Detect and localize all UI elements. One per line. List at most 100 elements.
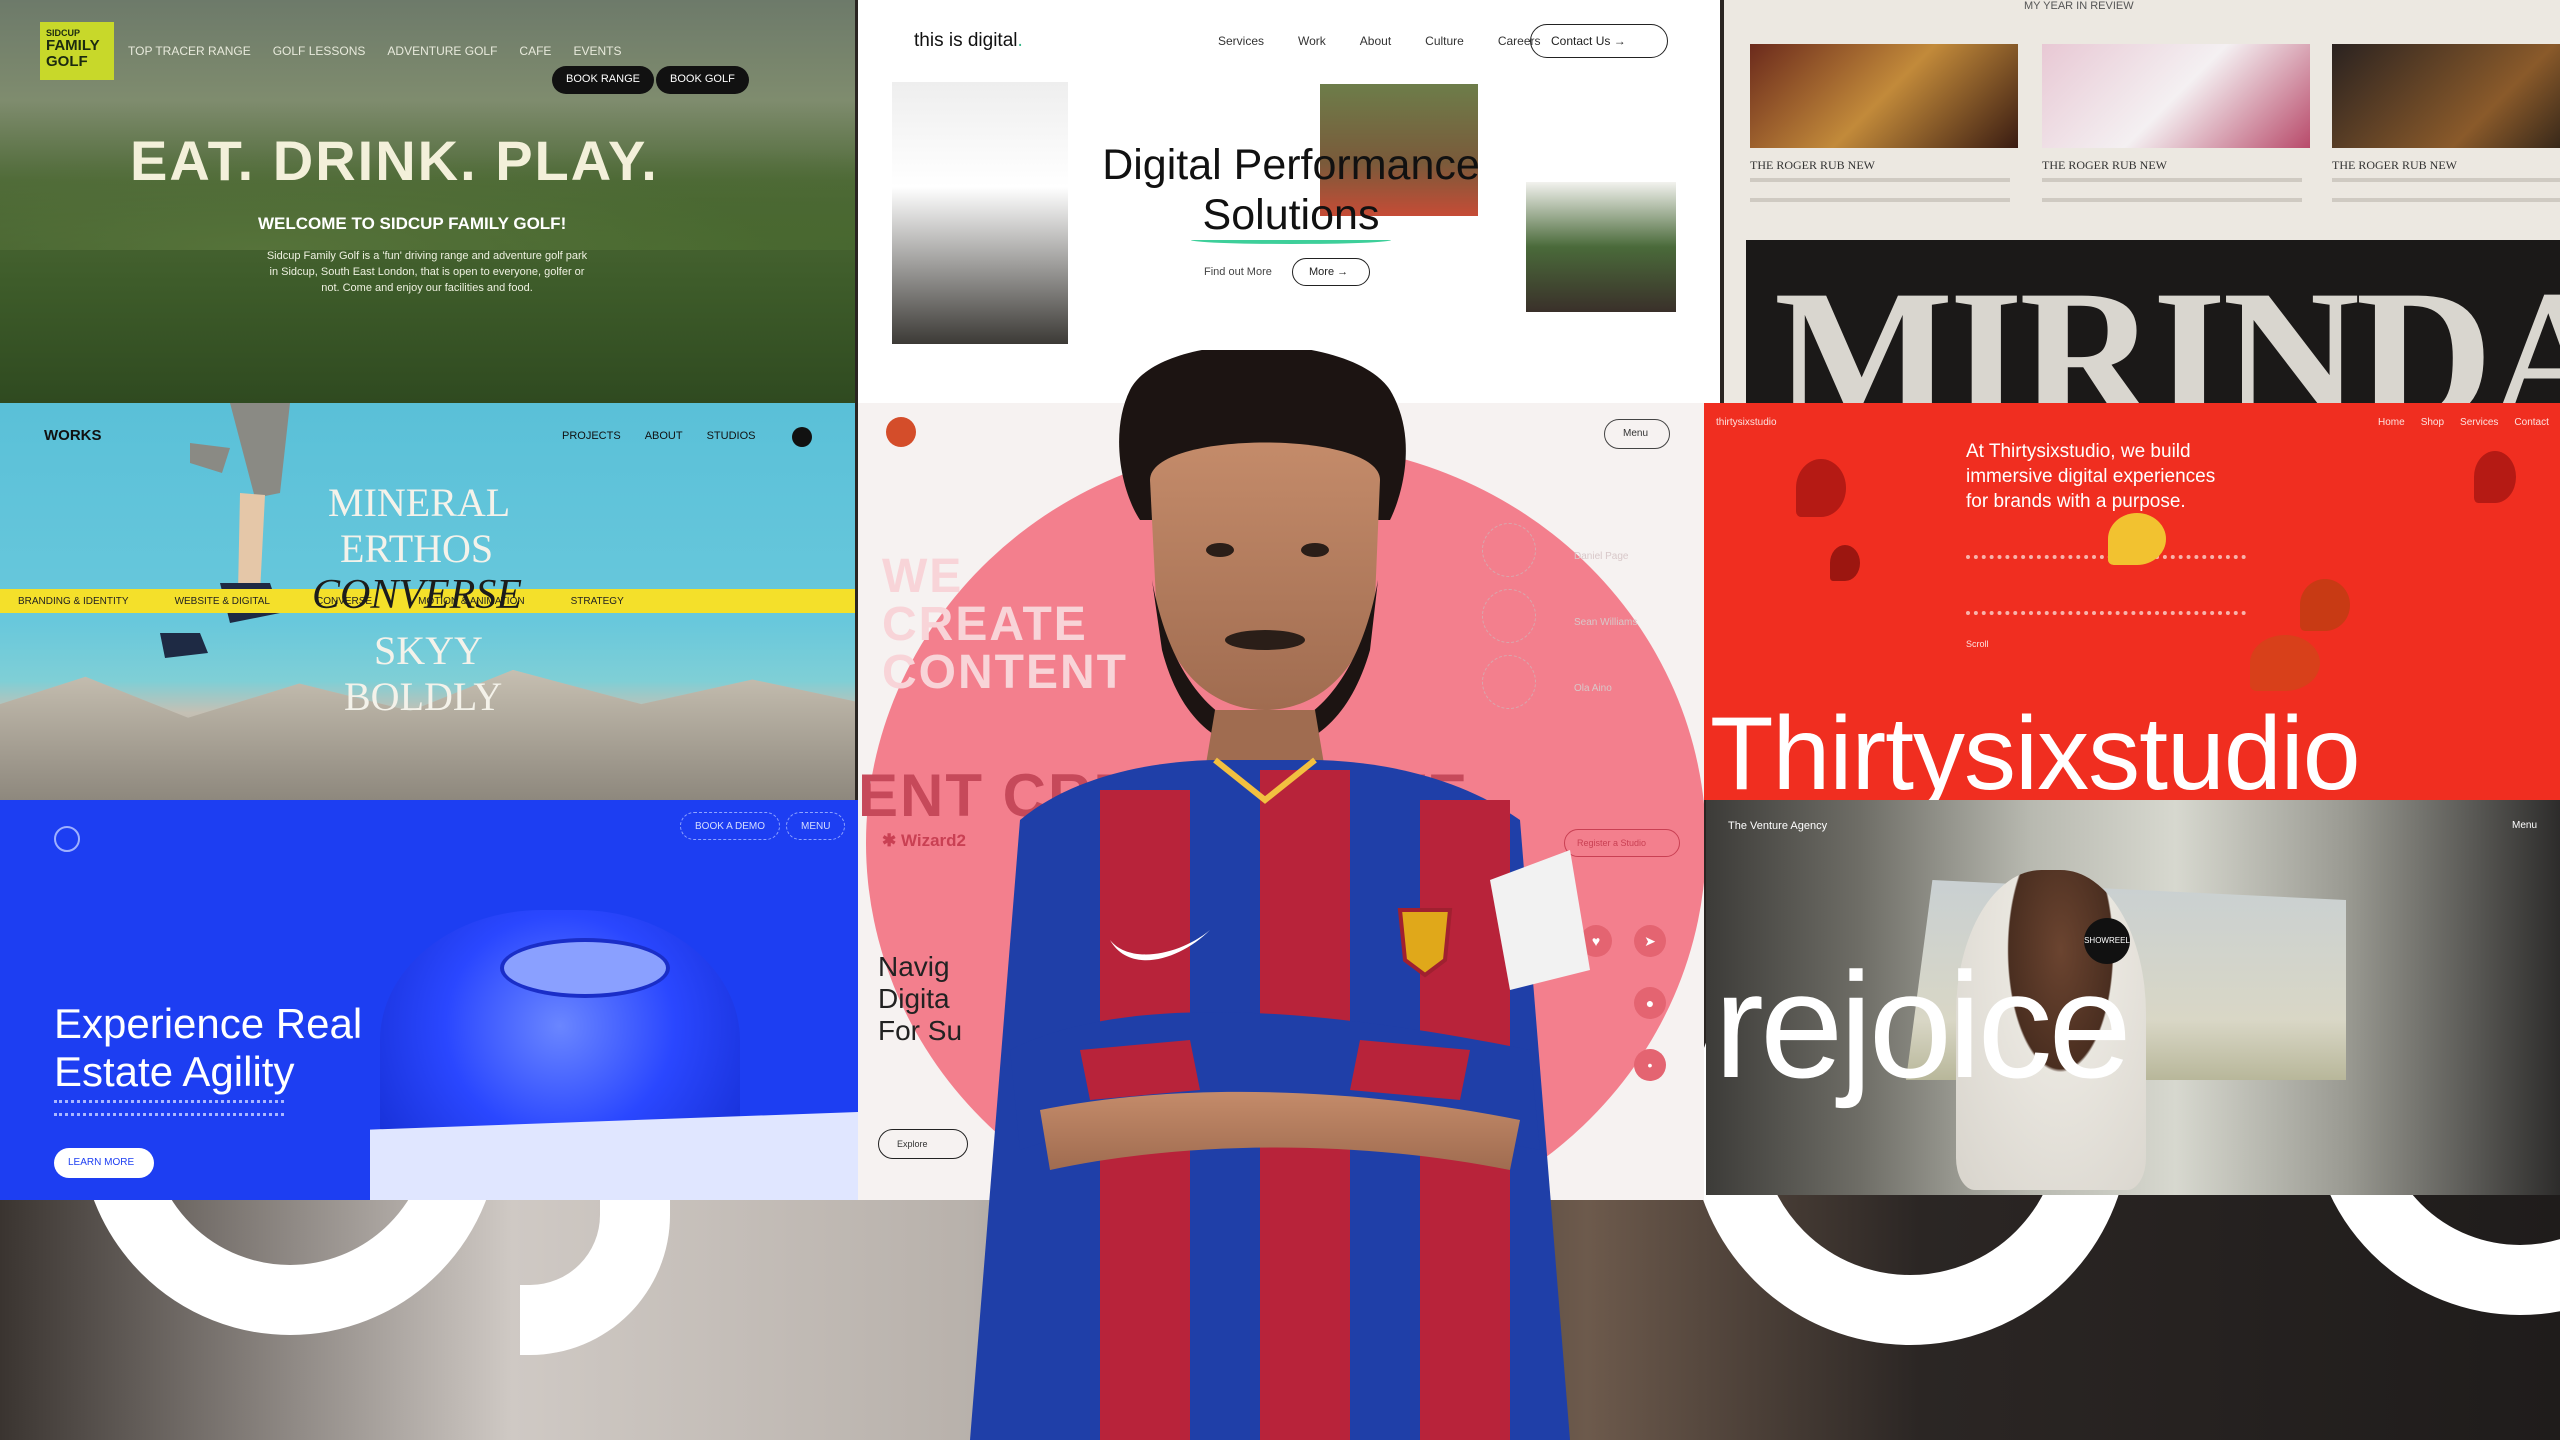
mirinda-site-screenshot: MY YEAR IN REVIEW THE ROGER RUB NEW THE …: [1724, 0, 2560, 403]
agency-label[interactable]: The Venture Agency: [1728, 820, 1828, 832]
logo-text: this is digital: [914, 30, 1018, 51]
headline-line: Experience Real: [54, 1000, 363, 1047]
brand-logo-icon[interactable]: [54, 826, 80, 852]
article-title[interactable]: THE ROGER RUB NEW: [2332, 158, 2457, 172]
nav-item[interactable]: GOLF LESSONS: [272, 44, 366, 58]
nav-item[interactable]: TOP TRACER RANGE: [128, 44, 251, 58]
large-letter-hook: [520, 1195, 670, 1355]
digital-logo[interactable]: this is digital.: [914, 30, 1023, 52]
article-image[interactable]: [2332, 44, 2560, 148]
article-text: [2042, 178, 2302, 202]
golf-subheadline: WELCOME TO SIDCUP FAMILY GOLF!: [258, 214, 567, 233]
thirtysix-lead: At Thirtysixstudio, we build immersive d…: [1966, 441, 2216, 512]
real-estate-site-screenshot: BOOK A DEMO MENU Experience Real Estate …: [0, 800, 858, 1200]
digital-nav: Services Work About Culture Careers: [1218, 34, 1541, 48]
article-image[interactable]: [1750, 44, 2018, 148]
nav-item[interactable]: Home: [2378, 417, 2405, 428]
pepper-decoration: [2300, 579, 2350, 631]
nav-item[interactable]: ABOUT: [644, 430, 683, 442]
nav-item[interactable]: ADVENTURE GOLF: [387, 44, 498, 58]
learn-more-button[interactable]: LEARN MORE: [54, 1148, 154, 1178]
client-name-featured[interactable]: CONVERSE: [312, 572, 522, 618]
menu-dot-button[interactable]: [792, 427, 812, 447]
golf-logo[interactable]: SIDCUP FAMILY GOLF: [40, 22, 114, 80]
article-text: [1750, 178, 2010, 202]
golf-site-screenshot: SIDCUP FAMILY GOLF TOP TRACER RANGE GOLF…: [0, 0, 855, 403]
heading-line: Navig: [878, 951, 950, 982]
heading-line: CONTENT: [882, 646, 1128, 699]
thirtysix-nav: Home Shop Services Contact: [2378, 417, 2549, 428]
thirtysix-site-screenshot: thirtysixstudio Home Shop Services Conta…: [1704, 403, 2560, 800]
works-logo[interactable]: WORKS: [44, 427, 102, 444]
find-out-link[interactable]: Find out More: [1204, 266, 1272, 278]
creator-avatar[interactable]: [1482, 589, 1536, 643]
thirtysix-wordmark: Thirtysixstudio: [1710, 696, 2361, 800]
client-name[interactable]: BOLDLY: [344, 674, 503, 719]
heading-line: WE: [882, 550, 964, 603]
book-range-button[interactable]: BOOK RANGE: [552, 66, 654, 94]
menu-button[interactable]: Menu: [1604, 419, 1670, 449]
article-title[interactable]: THE ROGER RUB NEW: [1750, 158, 1875, 172]
more-button[interactable]: More →: [1292, 258, 1370, 286]
plants-photo: [1320, 84, 1478, 216]
logo-dot: .: [1017, 30, 1023, 51]
golf-body: Sidcup Family Golf is a 'fun' driving ra…: [266, 250, 588, 294]
nav-item[interactable]: Work: [1298, 34, 1326, 48]
menu-link[interactable]: Menu: [2512, 820, 2538, 831]
headline-line: Solutions: [1202, 191, 1380, 239]
creator-name: Daniel Page: [1574, 551, 1629, 562]
logo-text: GOLF: [46, 53, 88, 70]
nav-item[interactable]: Services: [2460, 417, 2499, 428]
explore-button[interactable]: Explore: [878, 1129, 968, 1159]
thirtysix-logo[interactable]: thirtysixstudio: [1716, 417, 1777, 428]
play-icon[interactable]: ●: [1634, 987, 1666, 1019]
article-title[interactable]: THE ROGER RUB NEW: [2042, 158, 2167, 172]
legs-illustration: [160, 403, 290, 658]
client-name[interactable]: MINERAL: [328, 480, 511, 525]
thirtysix-body: [1966, 555, 2246, 615]
ticker-item: BRANDING & IDENTITY: [18, 595, 129, 607]
pepper-decoration: [2474, 451, 2516, 503]
wizard-logo[interactable]: ✱ Wizard2: [882, 831, 966, 850]
scroll-label: Scroll: [1966, 639, 1989, 649]
article-image[interactable]: [2042, 44, 2310, 148]
showreel-button[interactable]: SHOWREEL: [2084, 918, 2130, 964]
works-nav: PROJECTS ABOUT STUDIOS: [562, 430, 756, 442]
nav-item[interactable]: STUDIOS: [706, 430, 756, 442]
register-button[interactable]: Register a Studio: [1564, 829, 1680, 857]
pepper-decoration: [2250, 635, 2320, 691]
contact-button[interactable]: Contact Us →: [1530, 24, 1668, 58]
book-golf-button[interactable]: BOOK GOLF: [656, 66, 749, 94]
real-estate-body: [54, 1100, 284, 1116]
nav-item[interactable]: Services: [1218, 34, 1265, 48]
nav-item[interactable]: Culture: [1425, 34, 1464, 48]
share-icon[interactable]: ➤: [1634, 925, 1666, 957]
book-demo-button[interactable]: BOOK A DEMO: [680, 812, 781, 840]
nav-item[interactable]: Contact: [2514, 417, 2549, 428]
menu-button[interactable]: MENU: [786, 812, 846, 840]
nav-item[interactable]: Careers: [1497, 34, 1541, 48]
headline-line: Estate Agility: [54, 1048, 295, 1095]
ticker-item: CONVERSE: [315, 595, 373, 607]
client-name[interactable]: SKYY: [374, 628, 483, 673]
nav-item[interactable]: About: [1359, 34, 1392, 48]
logo-text: SIDCUP: [46, 28, 81, 38]
creator-avatar[interactable]: [1482, 655, 1536, 709]
avatar[interactable]: [886, 417, 916, 447]
navig-heading: Navig Digita For Su: [878, 951, 962, 1047]
creator-name: Sean Williams: [1574, 617, 1638, 628]
pepper-decoration: [1830, 545, 1860, 581]
nav-item[interactable]: CAFE: [519, 44, 552, 58]
location-pin-icon[interactable]: •: [1634, 1049, 1666, 1081]
client-name[interactable]: ERTHOS: [340, 526, 494, 571]
nav-item[interactable]: PROJECTS: [562, 430, 621, 442]
real-estate-headline: Experience Real Estate Agility: [54, 1000, 454, 1096]
ticker-item: WEBSITE & DIGITAL: [174, 595, 270, 607]
nav-item[interactable]: EVENTS: [573, 44, 622, 58]
logo-text: FAMILY: [46, 37, 100, 54]
article-text: [2332, 178, 2560, 202]
services-ticker: BRANDING & IDENTITY WEBSITE & DIGITAL CO…: [0, 589, 855, 613]
creator-avatar[interactable]: [1482, 523, 1536, 577]
nav-item[interactable]: Shop: [2420, 417, 2445, 428]
